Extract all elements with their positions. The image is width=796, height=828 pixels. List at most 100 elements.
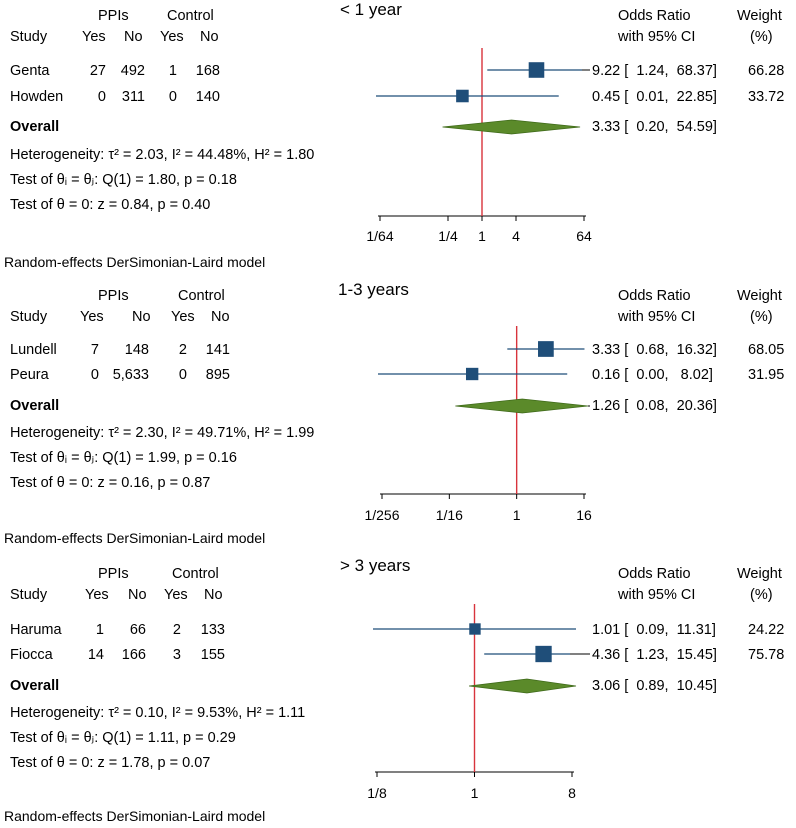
study-name: Peura bbox=[10, 367, 49, 383]
x-tick-label: 1/64 bbox=[366, 228, 393, 244]
study-square bbox=[528, 62, 545, 78]
or-ci-text: 9.22 [ 1.24, 68.37] bbox=[592, 63, 717, 79]
test-equal-text: Test of θᵢ = θⱼ: Q(1) = 1.99, p = 0.16 bbox=[10, 450, 237, 466]
odds-ratio-header: Odds Ratio bbox=[618, 8, 691, 24]
study-square bbox=[538, 341, 554, 357]
overall-or-text: 3.06 [ 0.89, 10.45] bbox=[592, 678, 717, 694]
ctrl-yes-cell: 0 bbox=[178, 367, 187, 383]
ctrl-yes-header: Yes bbox=[164, 587, 188, 603]
ppi-no-cell: 311 bbox=[121, 89, 145, 105]
weight-text: 68.05 bbox=[748, 342, 785, 358]
model-note: Random-effects DerSimonian-Laird model bbox=[4, 530, 266, 546]
test-zero-text: Test of θ = 0: z = 0.16, p = 0.87 bbox=[10, 475, 211, 491]
ppi-no-header: No bbox=[128, 587, 147, 603]
weight-header: Weight bbox=[737, 8, 782, 24]
ctrl-no-header: No bbox=[211, 309, 230, 325]
test-zero-text: Test of θ = 0: z = 1.78, p = 0.07 bbox=[10, 755, 211, 771]
control-header: Control bbox=[178, 288, 225, 304]
panel-title: < 1 year bbox=[340, 0, 402, 19]
study-header: Study bbox=[10, 29, 48, 45]
or-ci-text: 0.45 [ 0.01, 22.85] bbox=[592, 89, 717, 105]
ctrl-yes-cell: 3 bbox=[172, 647, 181, 663]
forest-plot-svg: 1/64 1/4 1 4 64 bbox=[366, 48, 592, 244]
ctrl-yes-cell: 1 bbox=[168, 63, 177, 79]
ctrl-yes-cell: 2 bbox=[178, 342, 187, 358]
ppi-yes-cell: 0 bbox=[97, 89, 106, 105]
overall-diamond bbox=[468, 678, 577, 694]
x-tick-label: 8 bbox=[568, 785, 576, 801]
x-tick-label: 4 bbox=[512, 228, 520, 244]
ctrl-no-cell: 155 bbox=[200, 647, 225, 663]
control-header: Control bbox=[172, 566, 219, 582]
weight-text: 66.28 bbox=[748, 63, 785, 79]
x-tick-label: 64 bbox=[576, 228, 592, 244]
ppi-no-cell: 166 bbox=[121, 647, 146, 663]
ctrl-yes-header: Yes bbox=[160, 29, 184, 45]
ppi-yes-cell: 14 bbox=[87, 647, 104, 663]
ppi-yes-header: Yes bbox=[85, 587, 109, 603]
ppi-yes-cell: 0 bbox=[90, 367, 99, 383]
ppi-yes-cell: 7 bbox=[90, 342, 99, 358]
or-ci-text: 1.01 [ 0.09, 11.31] bbox=[592, 622, 716, 638]
test-equal-text: Test of θᵢ = θⱼ: Q(1) = 1.80, p = 0.18 bbox=[10, 172, 237, 188]
odds-ratio-header: Odds Ratio bbox=[618, 566, 691, 582]
forest-panel-2: 1-3 years PPIs Control Study Yes No Yes … bbox=[0, 280, 796, 552]
study-header: Study bbox=[10, 309, 48, 325]
ppis-header: PPIs bbox=[98, 8, 129, 24]
ppi-yes-cell: 27 bbox=[89, 63, 106, 79]
overall-label: Overall bbox=[10, 119, 60, 135]
study-name: Haruma bbox=[10, 622, 62, 638]
forest-panel-1: < 1 year PPIs Control Study Yes No Yes N… bbox=[0, 0, 796, 272]
test-zero-text: Test of θ = 0: z = 0.84, p = 0.40 bbox=[10, 197, 211, 213]
weight-header: Weight bbox=[737, 288, 782, 304]
weight-text: 24.22 bbox=[748, 622, 785, 638]
study-header: Study bbox=[10, 587, 48, 603]
weight-unit-header: (%) bbox=[750, 29, 773, 45]
ctrl-yes-cell: 2 bbox=[172, 622, 181, 638]
ctrl-yes-cell: 0 bbox=[168, 89, 177, 105]
ci-header: with 95% CI bbox=[618, 587, 696, 603]
weight-header: Weight bbox=[737, 566, 782, 582]
x-tick-label: 1/8 bbox=[367, 785, 387, 801]
study-name: Fiocca bbox=[10, 647, 53, 663]
heterogeneity-text: Heterogeneity: τ² = 2.03, I² = 44.48%, H… bbox=[10, 147, 315, 163]
ctrl-no-cell: 141 bbox=[205, 342, 230, 358]
or-ci-text: 0.16 [ 0.00, 8.02] bbox=[592, 367, 713, 383]
ppis-header: PPIs bbox=[98, 566, 129, 582]
overall-label: Overall bbox=[10, 398, 60, 414]
overall-or-text: 1.26 [ 0.08, 20.36] bbox=[592, 398, 717, 414]
weight-text: 31.95 bbox=[748, 367, 785, 383]
ctrl-yes-header: Yes bbox=[171, 309, 195, 325]
weight-text: 33.72 bbox=[748, 89, 785, 105]
panel-title: > 3 years bbox=[340, 556, 411, 575]
ci-header: with 95% CI bbox=[618, 309, 696, 325]
control-header: Control bbox=[167, 8, 214, 24]
ppi-yes-header: Yes bbox=[80, 309, 104, 325]
ppi-no-header: No bbox=[132, 309, 151, 325]
study-name: Howden bbox=[10, 89, 64, 105]
ppi-no-cell: 66 bbox=[129, 622, 146, 638]
ctrl-no-cell: 168 bbox=[195, 63, 220, 79]
study-square bbox=[465, 367, 479, 381]
forest-panel-3: > 3 years PPIs Control Study Yes No Yes … bbox=[0, 556, 796, 828]
panel-title: 1-3 years bbox=[338, 280, 409, 299]
or-ci-text: 4.36 [ 1.23, 15.45] bbox=[592, 647, 717, 663]
overall-label: Overall bbox=[10, 678, 60, 694]
overall-diamond bbox=[455, 398, 589, 414]
ctrl-no-header: No bbox=[200, 29, 219, 45]
ppi-no-header: No bbox=[124, 29, 143, 45]
heterogeneity-text: Heterogeneity: τ² = 0.10, I² = 9.53%, H²… bbox=[10, 705, 306, 721]
x-tick-label: 1/256 bbox=[364, 507, 399, 523]
x-tick-label: 1/16 bbox=[436, 507, 463, 523]
forest-plot-svg: 1/8 1 8 bbox=[367, 604, 590, 801]
x-tick-label: 1 bbox=[471, 785, 479, 801]
study-square bbox=[469, 623, 481, 635]
study-name: Genta bbox=[10, 63, 50, 79]
ctrl-no-header: No bbox=[204, 587, 223, 603]
overall-diamond bbox=[442, 119, 581, 135]
study-name: Lundell bbox=[10, 342, 57, 358]
model-note: Random-effects DerSimonian-Laird model bbox=[4, 254, 266, 270]
x-tick-label: 1 bbox=[513, 507, 521, 523]
test-equal-text: Test of θᵢ = θⱼ: Q(1) = 1.11, p = 0.29 bbox=[10, 730, 236, 746]
x-tick-label: 16 bbox=[576, 507, 592, 523]
